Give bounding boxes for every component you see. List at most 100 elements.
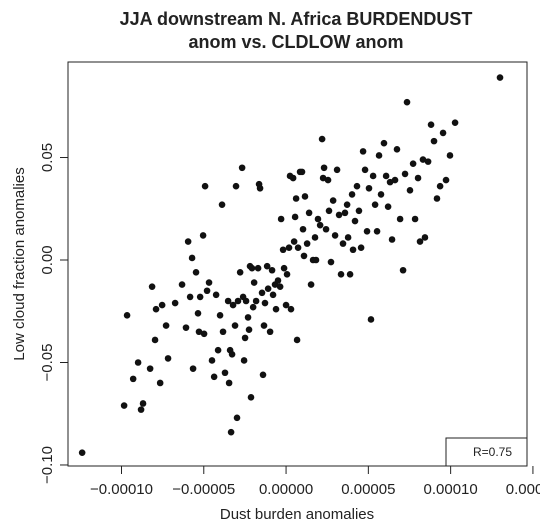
point	[258, 289, 266, 297]
point	[201, 182, 209, 190]
point	[244, 314, 252, 321]
point	[325, 207, 333, 215]
point	[276, 283, 284, 290]
point	[156, 379, 164, 387]
point	[343, 201, 351, 208]
point	[409, 160, 417, 167]
point	[212, 291, 220, 299]
point	[382, 172, 390, 180]
point	[158, 301, 166, 309]
point	[300, 252, 308, 260]
point	[268, 266, 276, 274]
point	[123, 312, 131, 319]
point	[301, 193, 309, 200]
point	[221, 369, 229, 377]
point	[363, 228, 371, 235]
point	[451, 119, 459, 126]
point	[225, 379, 233, 387]
point	[148, 283, 156, 290]
point	[234, 297, 242, 305]
point	[259, 371, 267, 379]
point	[384, 203, 392, 211]
point	[337, 271, 345, 278]
point	[424, 158, 432, 165]
point	[388, 236, 396, 243]
point	[427, 121, 435, 129]
point	[293, 336, 301, 344]
point	[139, 400, 147, 407]
point	[120, 402, 128, 409]
point	[367, 316, 375, 323]
point	[391, 176, 399, 184]
point	[256, 184, 264, 192]
point	[228, 350, 236, 358]
point	[283, 271, 291, 278]
point	[419, 156, 427, 163]
point	[442, 176, 450, 184]
point	[327, 258, 335, 266]
plot-frame	[67, 61, 528, 467]
point	[416, 238, 424, 245]
point	[333, 166, 341, 174]
point	[134, 359, 142, 366]
point	[232, 182, 240, 190]
point	[433, 195, 441, 202]
point	[254, 264, 262, 272]
point	[351, 217, 359, 225]
point	[339, 240, 347, 247]
point	[192, 269, 200, 276]
point	[171, 299, 179, 307]
y-tick-label: 0.00	[39, 245, 56, 274]
point	[224, 297, 232, 305]
point	[320, 164, 328, 172]
point	[274, 277, 282, 284]
point	[236, 269, 244, 276]
point	[439, 129, 447, 137]
point	[233, 414, 241, 422]
point	[357, 244, 365, 252]
point	[146, 365, 154, 372]
point	[291, 213, 299, 221]
x-tick-label: 0.00015	[506, 481, 540, 498]
point	[279, 246, 287, 254]
point	[375, 152, 383, 159]
point	[373, 228, 381, 235]
point	[289, 174, 297, 182]
point	[241, 334, 249, 342]
point	[355, 207, 363, 215]
y-tick-label: −0.10	[39, 446, 56, 484]
point	[406, 187, 414, 194]
point	[205, 279, 213, 286]
point	[78, 449, 86, 456]
point	[210, 373, 218, 381]
point	[178, 281, 186, 288]
point	[346, 271, 354, 278]
point	[199, 232, 207, 239]
point	[203, 287, 211, 295]
point	[436, 182, 444, 190]
point	[298, 168, 306, 176]
point	[189, 365, 197, 372]
point	[359, 148, 367, 155]
y-axis-label: Low cloud fraction anomalies	[11, 167, 28, 360]
point	[294, 244, 302, 252]
point	[238, 164, 246, 172]
point	[396, 215, 404, 223]
point	[312, 256, 320, 264]
point	[403, 98, 411, 106]
point	[277, 215, 285, 223]
point	[319, 174, 327, 182]
point	[318, 135, 326, 143]
point	[218, 201, 226, 208]
point	[227, 428, 235, 436]
point	[186, 293, 194, 301]
point	[182, 324, 190, 331]
x-tick-label: −0.00005	[172, 481, 235, 498]
point	[164, 355, 172, 362]
x-tick-label: 0.00010	[424, 481, 478, 498]
point	[329, 197, 337, 204]
point	[299, 225, 307, 233]
point	[248, 264, 256, 272]
x-tick-label: 0.00005	[341, 481, 395, 498]
point	[446, 152, 454, 159]
